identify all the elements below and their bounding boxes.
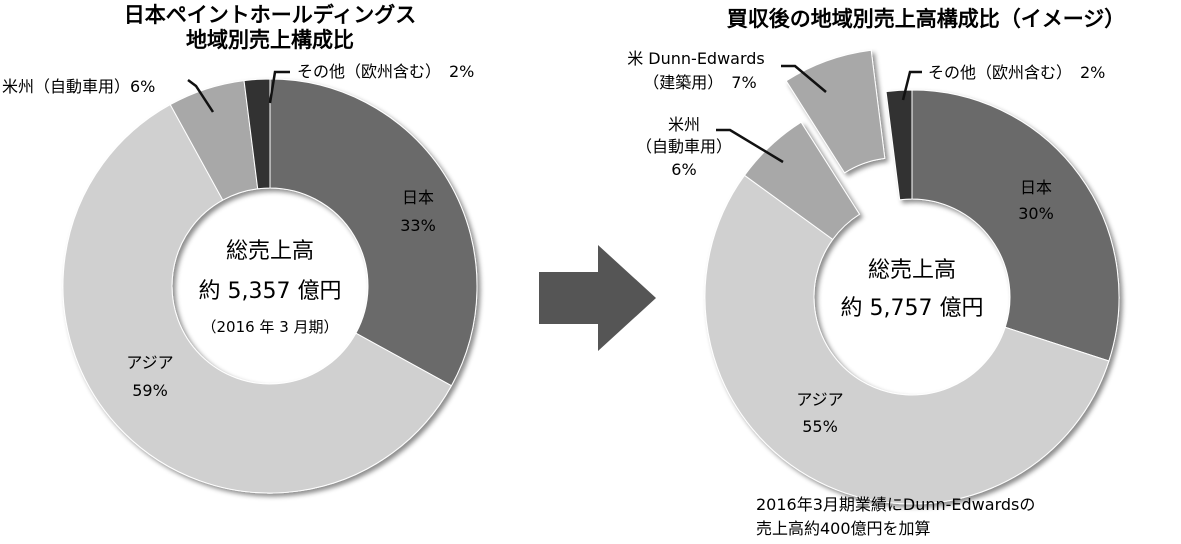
- left-title-line2: 地域別売上構成比: [186, 28, 354, 52]
- left-americas-label: 米州（自動車用）6%: [2, 77, 155, 96]
- donut-slice-0: [269, 78, 478, 387]
- right-japan-pct: 30%: [1018, 204, 1054, 223]
- left-japan-pct: 33%: [400, 216, 436, 235]
- right-dunn-line1: 米 Dunn-Edwards: [627, 49, 765, 68]
- right-americas-leader: [716, 128, 784, 164]
- right-asia-label: アジア: [796, 390, 843, 409]
- donut-slice-2: [743, 121, 861, 241]
- donut-slice-1: [62, 103, 453, 494]
- left-title-line1: 日本ペイントホールディングス: [124, 3, 417, 27]
- left-center-period: （2016 年 3 月期）: [201, 318, 338, 336]
- right-americas-line2: （自動車用）: [636, 137, 732, 156]
- right-americas-line1: 米州: [668, 115, 700, 134]
- donut-slice-3: [243, 78, 271, 190]
- donut-slice-0: [911, 89, 1120, 362]
- right-other-leader: [901, 70, 922, 101]
- right-title: 買収後の地域別売上高構成比（イメージ）: [727, 7, 1126, 31]
- left-asia-label: アジア: [126, 353, 173, 372]
- right-footnote-line2: 売上高約400億円を加算: [756, 519, 931, 538]
- right-japan-label: 日本: [1020, 178, 1052, 197]
- right-asia-pct: 55%: [802, 417, 838, 436]
- left-center-title: 総売上高: [226, 239, 314, 264]
- transition-arrow: [539, 245, 656, 351]
- right-center-title: 総売上高: [868, 258, 956, 283]
- left-other-leader: [268, 70, 290, 104]
- left-japan-label: 日本: [402, 188, 434, 207]
- donut-slice-1: [704, 174, 1110, 505]
- right-dunn-leader: [781, 64, 827, 93]
- left-donut: [62, 78, 478, 494]
- right-dunn-line2: （建築用） 7%: [643, 73, 756, 92]
- left-americas-leader: [187, 79, 215, 113]
- left-center-total: 約 5,357 億円: [199, 279, 342, 304]
- right-other-label: その他（欧州含む） 2%: [928, 63, 1105, 82]
- right-americas-pct: 6%: [671, 160, 696, 179]
- right-center-total: 約 5,757 億円: [841, 296, 984, 321]
- right-footnote-line1: 2016年3月期業績にDunn-Edwardsの: [756, 495, 1035, 514]
- donut-slice-4: [885, 89, 913, 201]
- left-asia-pct: 59%: [132, 381, 168, 400]
- left-other-label: その他（欧州含む） 2%: [297, 62, 474, 81]
